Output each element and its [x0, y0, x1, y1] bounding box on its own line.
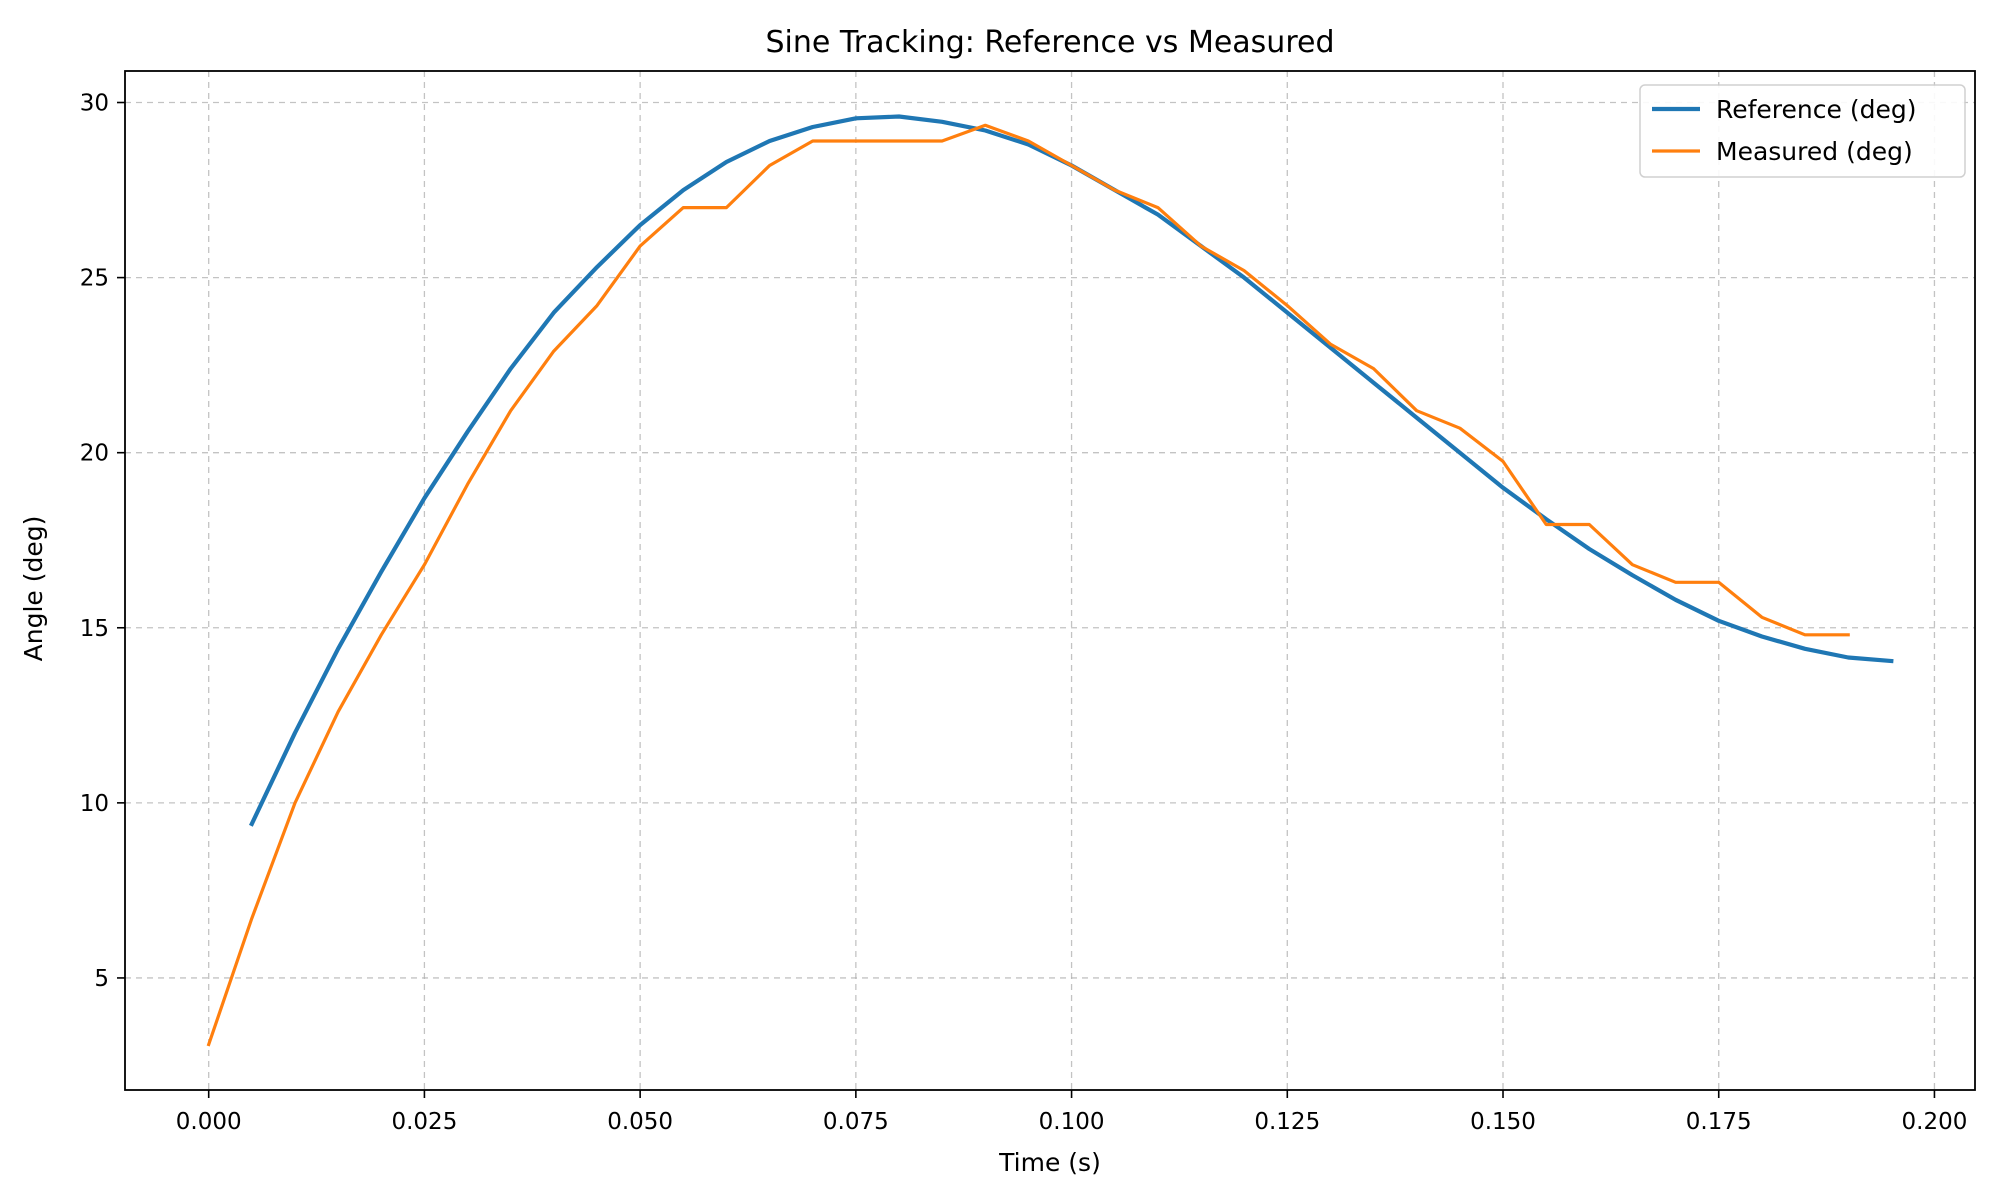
legend-label-measured: Measured (deg): [1716, 137, 1913, 166]
x-tick-label: 0.025: [391, 1109, 457, 1135]
series-layer: [206, 114, 1894, 1047]
x-tick-label: 0.175: [1686, 1109, 1752, 1135]
x-tick-label: 0.150: [1470, 1109, 1536, 1135]
x-tick-label: 0.100: [1039, 1109, 1105, 1135]
series-line-measured: [206, 123, 1850, 1047]
chart-title: Sine Tracking: Reference vs Measured: [766, 25, 1335, 60]
y-axis-label: Angle (deg): [19, 516, 48, 662]
y-tick-label: 25: [80, 266, 109, 292]
x-tick-label: 0.050: [607, 1109, 673, 1135]
legend-frame: [1639, 84, 1966, 178]
x-tick-label: 0.000: [176, 1109, 242, 1135]
x-tick-label: 0.125: [1254, 1109, 1320, 1135]
y-tick-label: 10: [80, 791, 109, 817]
y-tick-label: 30: [80, 91, 109, 117]
x-tick-label: 0.075: [823, 1109, 889, 1135]
plot-frame: [124, 70, 1976, 1091]
legend-label-reference: Reference (deg): [1716, 95, 1916, 124]
y-tick-label: 15: [80, 616, 109, 642]
x-axis-label: Time (s): [998, 1148, 1101, 1177]
y-tick-label: 20: [80, 441, 109, 467]
y-tick-label: 5: [94, 966, 109, 992]
legend: Reference (deg) Measured (deg): [1639, 84, 1966, 178]
grid-layer: [125, 71, 1975, 1090]
ticks-layer: 0.000 0.025 0.050 0.075 0.100 0.125 0.150 0.175…: [80, 91, 1968, 1135]
x-tick-label: 0.200: [1902, 1109, 1968, 1135]
